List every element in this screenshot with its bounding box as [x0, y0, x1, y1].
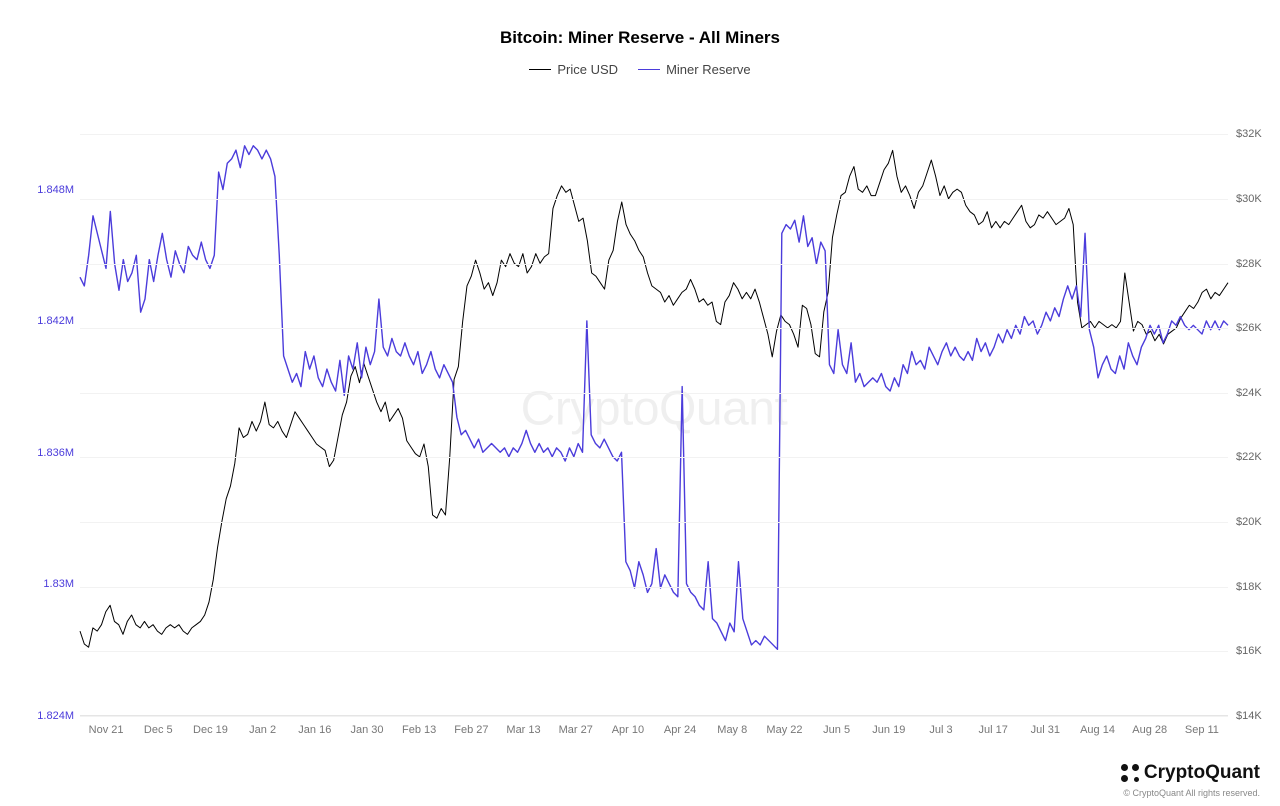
y-left-tick-label: 1.842M: [8, 315, 74, 327]
legend-swatch: [638, 69, 660, 70]
y-right-tick-label: $26K: [1236, 322, 1262, 334]
y-left-tick-label: 1.848M: [8, 184, 74, 196]
y-right-tick-label: $14K: [1236, 710, 1262, 722]
chart-lines-svg: [80, 102, 1228, 715]
gridline: [80, 651, 1228, 652]
footer-logo-text: CryptoQuant: [1144, 762, 1260, 784]
x-tick-label: Apr 24: [664, 724, 696, 736]
footer-logo: CryptoQuant: [1121, 762, 1260, 784]
x-tick-label: Jun 5: [823, 724, 850, 736]
gridline: [80, 328, 1228, 329]
legend-label: Price USD: [557, 62, 618, 77]
x-tick-label: Feb 27: [454, 724, 488, 736]
gridline: [80, 199, 1228, 200]
x-tick-label: Dec 5: [144, 724, 173, 736]
x-tick-label: Aug 14: [1080, 724, 1115, 736]
y-right-tick-label: $32K: [1236, 128, 1262, 140]
legend-label: Miner Reserve: [666, 62, 751, 77]
gridline: [80, 457, 1228, 458]
gridline: [80, 134, 1228, 135]
x-tick-label: Mar 13: [506, 724, 540, 736]
legend-item: Price USD: [529, 62, 618, 77]
gridline: [80, 522, 1228, 523]
x-tick-label: May 8: [717, 724, 747, 736]
chart-title: Bitcoin: Miner Reserve - All Miners: [0, 28, 1280, 48]
series-line: [80, 150, 1228, 647]
x-tick-label: Sep 11: [1185, 724, 1219, 736]
x-tick-label: Feb 13: [402, 724, 436, 736]
y-left-tick-label: 1.824M: [8, 710, 74, 722]
x-tick-label: Jun 19: [872, 724, 905, 736]
plot-area: CryptoQuant: [80, 102, 1228, 716]
x-tick-label: Nov 21: [89, 724, 124, 736]
chart-legend: Price USD Miner Reserve: [0, 58, 1280, 77]
x-tick-label: May 22: [766, 724, 802, 736]
y-right-tick-label: $24K: [1236, 387, 1262, 399]
x-tick-label: Mar 27: [559, 724, 593, 736]
y-right-tick-label: $20K: [1236, 516, 1262, 528]
legend-item: Miner Reserve: [638, 62, 751, 77]
gridline: [80, 716, 1228, 717]
x-tick-label: Aug 28: [1132, 724, 1167, 736]
gridline: [80, 393, 1228, 394]
y-right-tick-label: $22K: [1236, 451, 1262, 463]
x-tick-label: Jan 2: [249, 724, 276, 736]
chart-container: Bitcoin: Miner Reserve - All Miners Pric…: [0, 0, 1280, 806]
x-tick-label: Jan 30: [350, 724, 383, 736]
logo-dots-icon: [1121, 764, 1139, 782]
y-right-tick-label: $28K: [1236, 258, 1262, 270]
y-right-tick-label: $16K: [1236, 645, 1262, 657]
gridline: [80, 264, 1228, 265]
y-right-tick-label: $30K: [1236, 193, 1262, 205]
gridline: [80, 587, 1228, 588]
footer-copyright: © CryptoQuant All rights reserved.: [1123, 788, 1260, 798]
x-tick-label: Jul 3: [929, 724, 952, 736]
x-tick-label: Jan 16: [298, 724, 331, 736]
x-tick-label: Jul 17: [978, 724, 1007, 736]
x-tick-label: Apr 10: [612, 724, 644, 736]
x-tick-label: Dec 19: [193, 724, 228, 736]
y-right-tick-label: $18K: [1236, 581, 1262, 593]
y-left-tick-label: 1.836M: [8, 447, 74, 459]
y-left-tick-label: 1.83M: [8, 578, 74, 590]
series-line: [80, 146, 1228, 650]
x-tick-label: Jul 31: [1031, 724, 1060, 736]
legend-swatch: [529, 69, 551, 70]
